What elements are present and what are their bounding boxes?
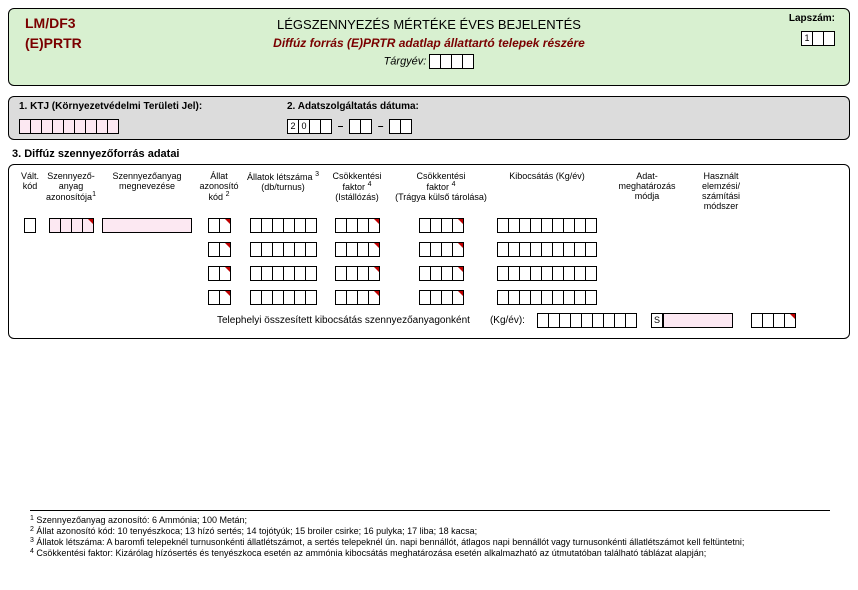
- ktj-label: 1. KTJ (Környezetvédelmi Területi Jel):: [19, 101, 202, 112]
- col-cs2-c: (Trágya külső tárolása): [395, 192, 487, 202]
- col-hasz-4: módszer: [704, 201, 739, 211]
- data-rows: [17, 217, 841, 305]
- kibo-cells[interactable]: [497, 218, 597, 233]
- data-row: [17, 241, 841, 257]
- targyev-row: Tárgyév:: [19, 54, 839, 69]
- targyev-label: Tárgyév:: [384, 55, 427, 67]
- col-valt: Vált. kód: [17, 171, 43, 191]
- letszam-cells[interactable]: [250, 242, 317, 257]
- total-hasz-cells[interactable]: [751, 313, 796, 328]
- form-header: LM/DF3 (E)PRTR LÉGSZENNYEZÉS MÉRTÉKE ÉVE…: [8, 8, 850, 86]
- data-row: [17, 217, 841, 233]
- azon-cells[interactable]: [49, 218, 94, 233]
- cs1-cells[interactable]: [335, 266, 380, 281]
- letszam-cells[interactable]: [250, 266, 317, 281]
- cs2-cells[interactable]: [419, 290, 464, 305]
- kibo-cells[interactable]: [497, 290, 597, 305]
- date-label: 2. Adatszolgáltatás dátuma:: [287, 101, 419, 112]
- cs1-cells[interactable]: [335, 218, 380, 233]
- letszam-cells[interactable]: [250, 290, 317, 305]
- col-name: Szennyezőanyag megnevezése: [99, 171, 195, 191]
- cs1-cells[interactable]: [335, 242, 380, 257]
- col-cs1-c: (Istállózás): [335, 192, 379, 202]
- col-azon-3: azonosítója1: [46, 191, 96, 202]
- date-cells[interactable]: 20 – –: [287, 119, 412, 134]
- name-box[interactable]: [102, 218, 192, 233]
- col-azon-1: Szennyező-: [47, 171, 95, 181]
- col-azon-2: anyag: [59, 181, 84, 191]
- section-ktj-date: 1. KTJ (Környezetvédelmi Területi Jel): …: [8, 96, 850, 140]
- col-letszam-1: Állatok létszáma 3: [247, 171, 319, 182]
- data-row: [17, 265, 841, 281]
- col-allatk-2: azonosító: [199, 181, 238, 191]
- cs2-cells[interactable]: [419, 218, 464, 233]
- col-cs2-b: faktor 4: [427, 181, 456, 192]
- col-kibo: Kibocsátás (Kg/év): [509, 171, 585, 181]
- col-allatk-3: kód 2: [209, 191, 230, 202]
- allatk-cells[interactable]: [208, 290, 231, 305]
- targyev-cells[interactable]: [429, 54, 474, 69]
- col-allatk-1: Állat: [210, 171, 228, 181]
- cs2-cells[interactable]: [419, 242, 464, 257]
- total-kibo-cells[interactable]: [537, 313, 637, 328]
- col-cs1-b: faktor 4: [343, 181, 372, 192]
- allatk-cells[interactable]: [208, 266, 231, 281]
- valt-cell[interactable]: [24, 218, 36, 233]
- form-code-1: LM/DF3: [25, 15, 76, 31]
- column-headers: Vált. kód Szennyező- anyag azonosítója1 …: [17, 171, 841, 211]
- col-adat-1: Adat-: [636, 171, 658, 181]
- form-code-2: (E)PRTR: [25, 35, 82, 51]
- footnote-4: 4 Csökkentési faktor: Kizárólag hízósert…: [30, 548, 830, 558]
- col-hasz-3: számítási: [702, 191, 740, 201]
- cs2-cells[interactable]: [419, 266, 464, 281]
- letszam-cells[interactable]: [250, 218, 317, 233]
- data-grid: Vált. kód Szennyező- anyag azonosítója1 …: [8, 164, 850, 339]
- total-adat[interactable]: S: [651, 313, 733, 328]
- footnote-3: 3 Állatok létszáma: A baromfi telepeknél…: [30, 537, 830, 547]
- allatk-cells[interactable]: [208, 242, 231, 257]
- total-label: Telephelyi összesített kibocsátás szenny…: [217, 315, 470, 326]
- total-row: Telephelyi összesített kibocsátás szenny…: [17, 313, 841, 328]
- data-row: [17, 289, 841, 305]
- col-adat-3: módja: [635, 191, 660, 201]
- col-hasz-1: Használt: [703, 171, 738, 181]
- form-title-1: LÉGSZENNYEZÉS MÉRTÉKE ÉVES BEJELENTÉS: [19, 15, 839, 32]
- footnote-2: 2 Állat azonosító kód: 10 tenyészkoca; 1…: [30, 526, 830, 536]
- allatk-cells[interactable]: [208, 218, 231, 233]
- col-cs1-a: Csökkentési: [332, 171, 381, 181]
- form-title-2: Diffúz forrás (E)PRTR adatlap állattartó…: [19, 36, 839, 50]
- footnote-1: 1 Szennyezőanyag azonosító: 6 Ammónia; 1…: [30, 515, 830, 525]
- lapszam-cells[interactable]: 1: [801, 31, 835, 46]
- cs1-cells[interactable]: [335, 290, 380, 305]
- col-adat-2: meghatározás: [618, 181, 675, 191]
- ktj-cells[interactable]: [19, 119, 119, 134]
- kibo-cells[interactable]: [497, 266, 597, 281]
- col-hasz-2: elemzési/: [702, 181, 740, 191]
- lapszam-label: Lapszám:: [789, 13, 835, 24]
- col-cs2-a: Csökkentési: [416, 171, 465, 181]
- footnotes: 1 Szennyezőanyag azonosító: 6 Ammónia; 1…: [30, 510, 830, 559]
- col-letszam-2: (db/turnus): [261, 182, 305, 192]
- kibo-cells[interactable]: [497, 242, 597, 257]
- total-unit: (Kg/év):: [490, 315, 525, 326]
- sec3-title: 3. Diffúz szennyezőforrás adatai: [12, 148, 850, 160]
